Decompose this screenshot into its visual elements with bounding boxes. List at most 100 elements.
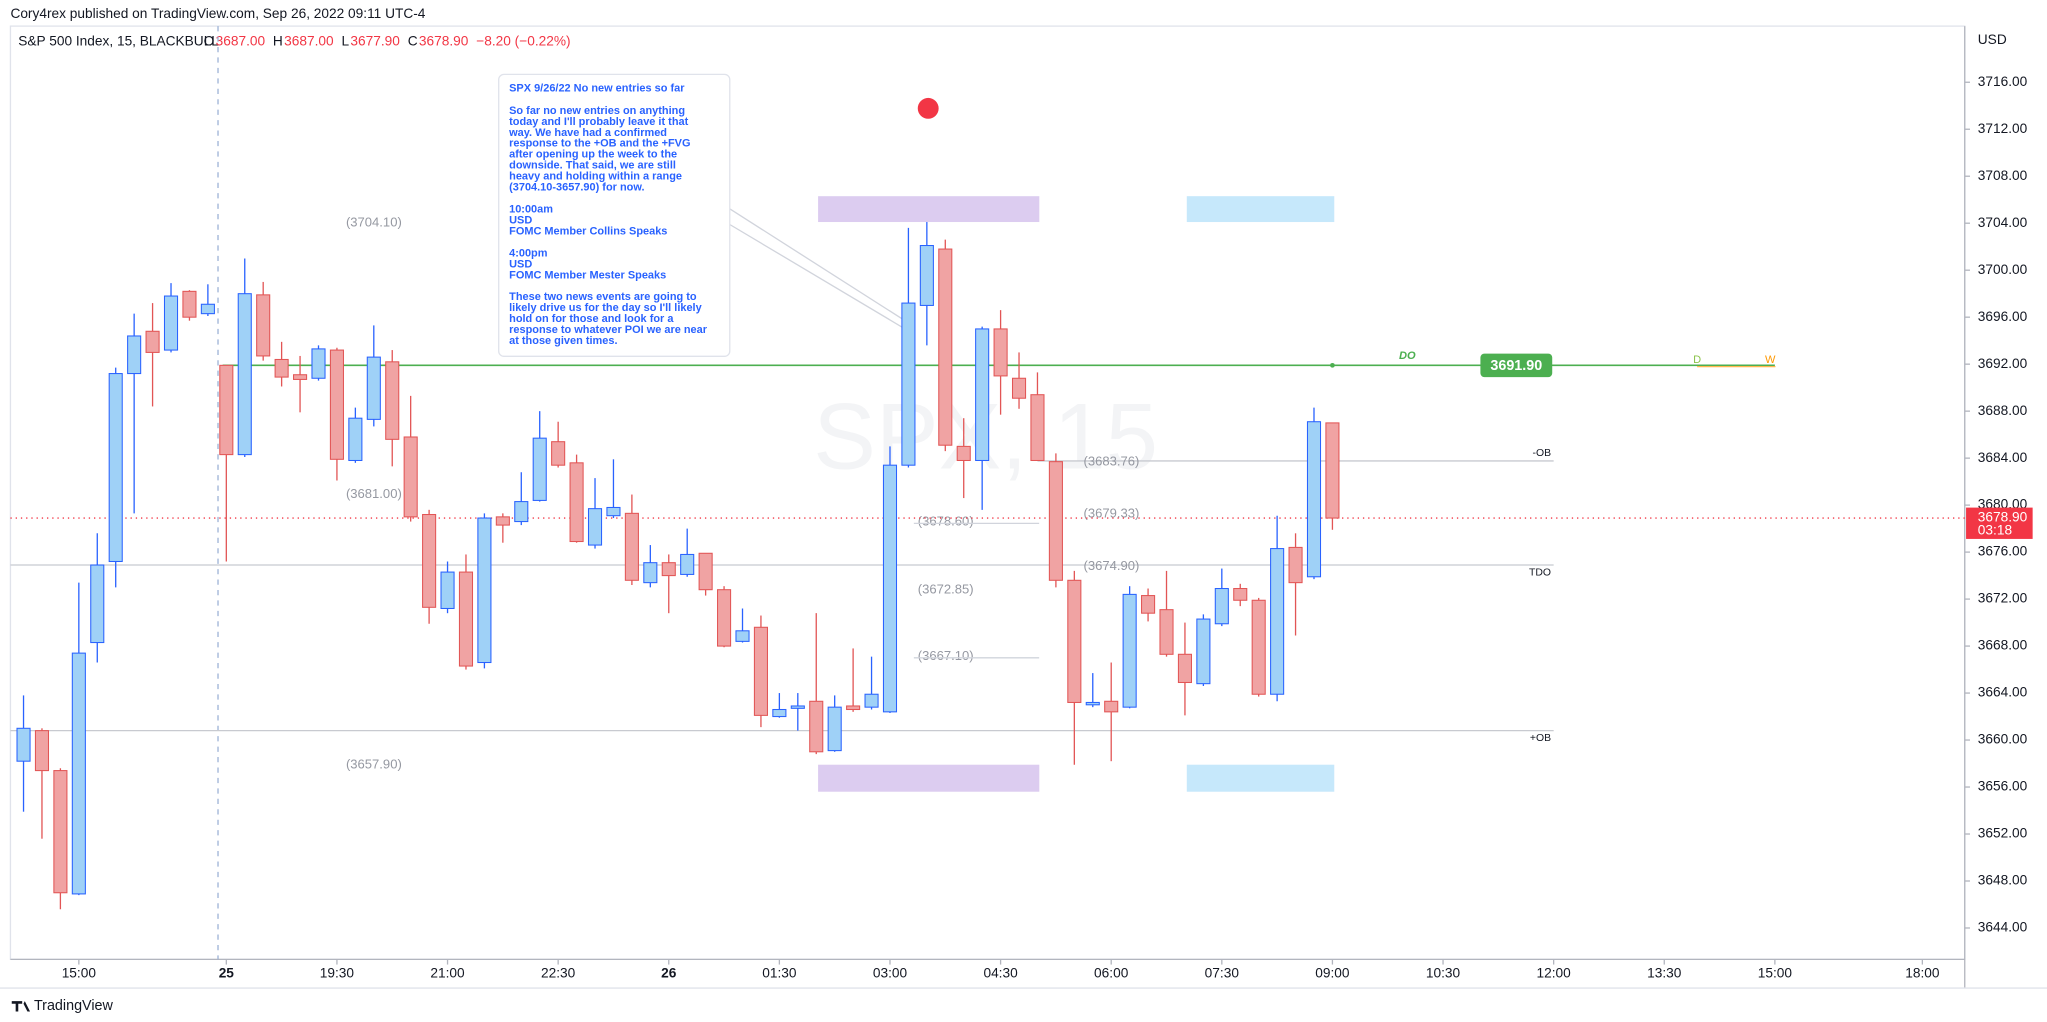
candle-body — [790, 705, 805, 709]
zone — [1186, 764, 1335, 792]
candle-body — [108, 373, 123, 563]
x-tick-label: 01:30 — [762, 965, 797, 980]
x-tick-label: 09:00 — [1315, 965, 1350, 980]
candle-body — [458, 571, 474, 667]
y-tick-label: 3688.00 — [1978, 403, 2028, 418]
legend-high: 3687.00 — [284, 33, 334, 48]
x-tick-label: 25 — [219, 965, 235, 980]
note-line: response to the +OB and the +FVG — [509, 138, 690, 150]
x-tick-label: 19:30 — [320, 965, 355, 980]
candle-body — [422, 513, 437, 608]
candle-body — [587, 508, 603, 546]
candle-body — [53, 770, 68, 894]
note-line: These two news events are going to — [509, 291, 697, 303]
y-tick-label: 3704.00 — [1978, 215, 2028, 230]
publisher: Cory4rex published on TradingView.com, S… — [10, 6, 425, 21]
candle-body — [735, 630, 750, 642]
candle-body — [661, 562, 676, 577]
y-tick-label: 3716.00 — [1978, 74, 2028, 89]
candle-body — [34, 730, 50, 772]
level-label: DO — [1399, 350, 1416, 362]
note-line: (3704.10-3657.90) for now. — [509, 182, 644, 194]
candle-body — [16, 727, 31, 762]
level-tag: W — [1765, 354, 1776, 366]
candle-body — [1104, 700, 1119, 713]
countdown: 03:18 — [1978, 523, 2013, 538]
candle-body — [1177, 653, 1192, 684]
x-tick-label: 10:30 — [1426, 965, 1461, 980]
candle-body — [495, 516, 510, 526]
x-tick-label: 15:00 — [1758, 965, 1793, 980]
candle-body — [975, 328, 990, 462]
note-pointer — [729, 208, 915, 327]
candle-body — [366, 356, 381, 420]
note-line: USD — [509, 214, 532, 226]
candle-body — [919, 245, 934, 306]
y-tick-label: 3668.00 — [1978, 638, 2028, 653]
candle-body — [1325, 422, 1340, 519]
legend-symbol: S&P 500 Index, 15, BLACKBULL — [18, 33, 219, 48]
note-line: today and I'll probably leave it that — [509, 116, 688, 128]
legend-h: H — [273, 33, 283, 48]
level-label: -OB — [1532, 448, 1551, 459]
candle-body — [956, 445, 971, 462]
candle-body — [90, 564, 105, 644]
price-label: (3678.60) — [918, 514, 974, 529]
candle-body — [127, 335, 142, 375]
candle-body — [1122, 593, 1137, 708]
legend-l: L — [341, 33, 349, 48]
candle-body — [717, 589, 732, 647]
candle-body — [1159, 609, 1174, 655]
candle-body — [514, 501, 529, 523]
candle-body — [772, 708, 787, 718]
y-tick-label: 3656.00 — [1978, 779, 2028, 794]
price-label: (3667.10) — [918, 648, 974, 663]
note-box — [498, 73, 731, 357]
candle-body — [182, 290, 197, 318]
legend-change: −8.20 (−0.22%) — [476, 33, 570, 48]
candle-body — [477, 517, 492, 664]
level-badge-label: 3691.90 — [1490, 358, 1542, 374]
price-label: (3657.90) — [346, 756, 402, 771]
price-label: (3704.10) — [346, 215, 402, 230]
candle-body — [1251, 599, 1266, 695]
candle-body — [1011, 377, 1027, 399]
zone — [1186, 196, 1335, 223]
candle-body — [385, 361, 400, 440]
x-tick-label: 15:00 — [62, 965, 97, 980]
candle-body — [163, 295, 179, 351]
candle-body — [1141, 595, 1156, 614]
candle-body — [145, 330, 160, 353]
y-tick-label: 3672.00 — [1978, 591, 2028, 606]
legend: S&P 500 Index, 15, BLACKBULL O 3687.00 H 36… — [18, 33, 570, 48]
y-tick-label: 3692.00 — [1978, 356, 2028, 371]
plot-area — [9, 25, 1966, 961]
note-line: likely drive us for the day so I'll like… — [509, 302, 702, 314]
level-label: TDO — [1529, 568, 1551, 579]
legend-open: 3687.00 — [216, 33, 266, 48]
candle-body — [938, 248, 953, 446]
level-badge — [1480, 353, 1553, 378]
y-tick-label: 3676.00 — [1978, 544, 2028, 559]
price-label: (3679.33) — [1084, 506, 1140, 521]
last-price-tag — [1966, 507, 2033, 539]
candle-body — [901, 302, 916, 466]
candle-body — [219, 364, 234, 456]
brand: TradingView — [34, 998, 114, 1014]
note-line: FOMC Member Mester Speaks — [509, 269, 666, 281]
candle-body — [1288, 546, 1303, 584]
x-tick-label: 18:00 — [1905, 965, 1940, 980]
candle-body — [1030, 394, 1045, 462]
x-tick-label: 22:30 — [541, 965, 576, 980]
x-tick-label: 07:30 — [1205, 965, 1240, 980]
candle-body — [237, 293, 252, 456]
candle-body — [680, 553, 695, 575]
note-line: 10:00am — [509, 204, 553, 216]
logo — [11, 1001, 31, 1012]
note-line: 4:00pm — [509, 247, 548, 259]
candle-body — [698, 552, 713, 591]
x-tick-label: 06:00 — [1094, 965, 1129, 980]
note-line: downside. That said, we are still — [509, 160, 676, 172]
level-tag: D — [1693, 354, 1701, 366]
x-tick-label: 26 — [661, 965, 677, 980]
